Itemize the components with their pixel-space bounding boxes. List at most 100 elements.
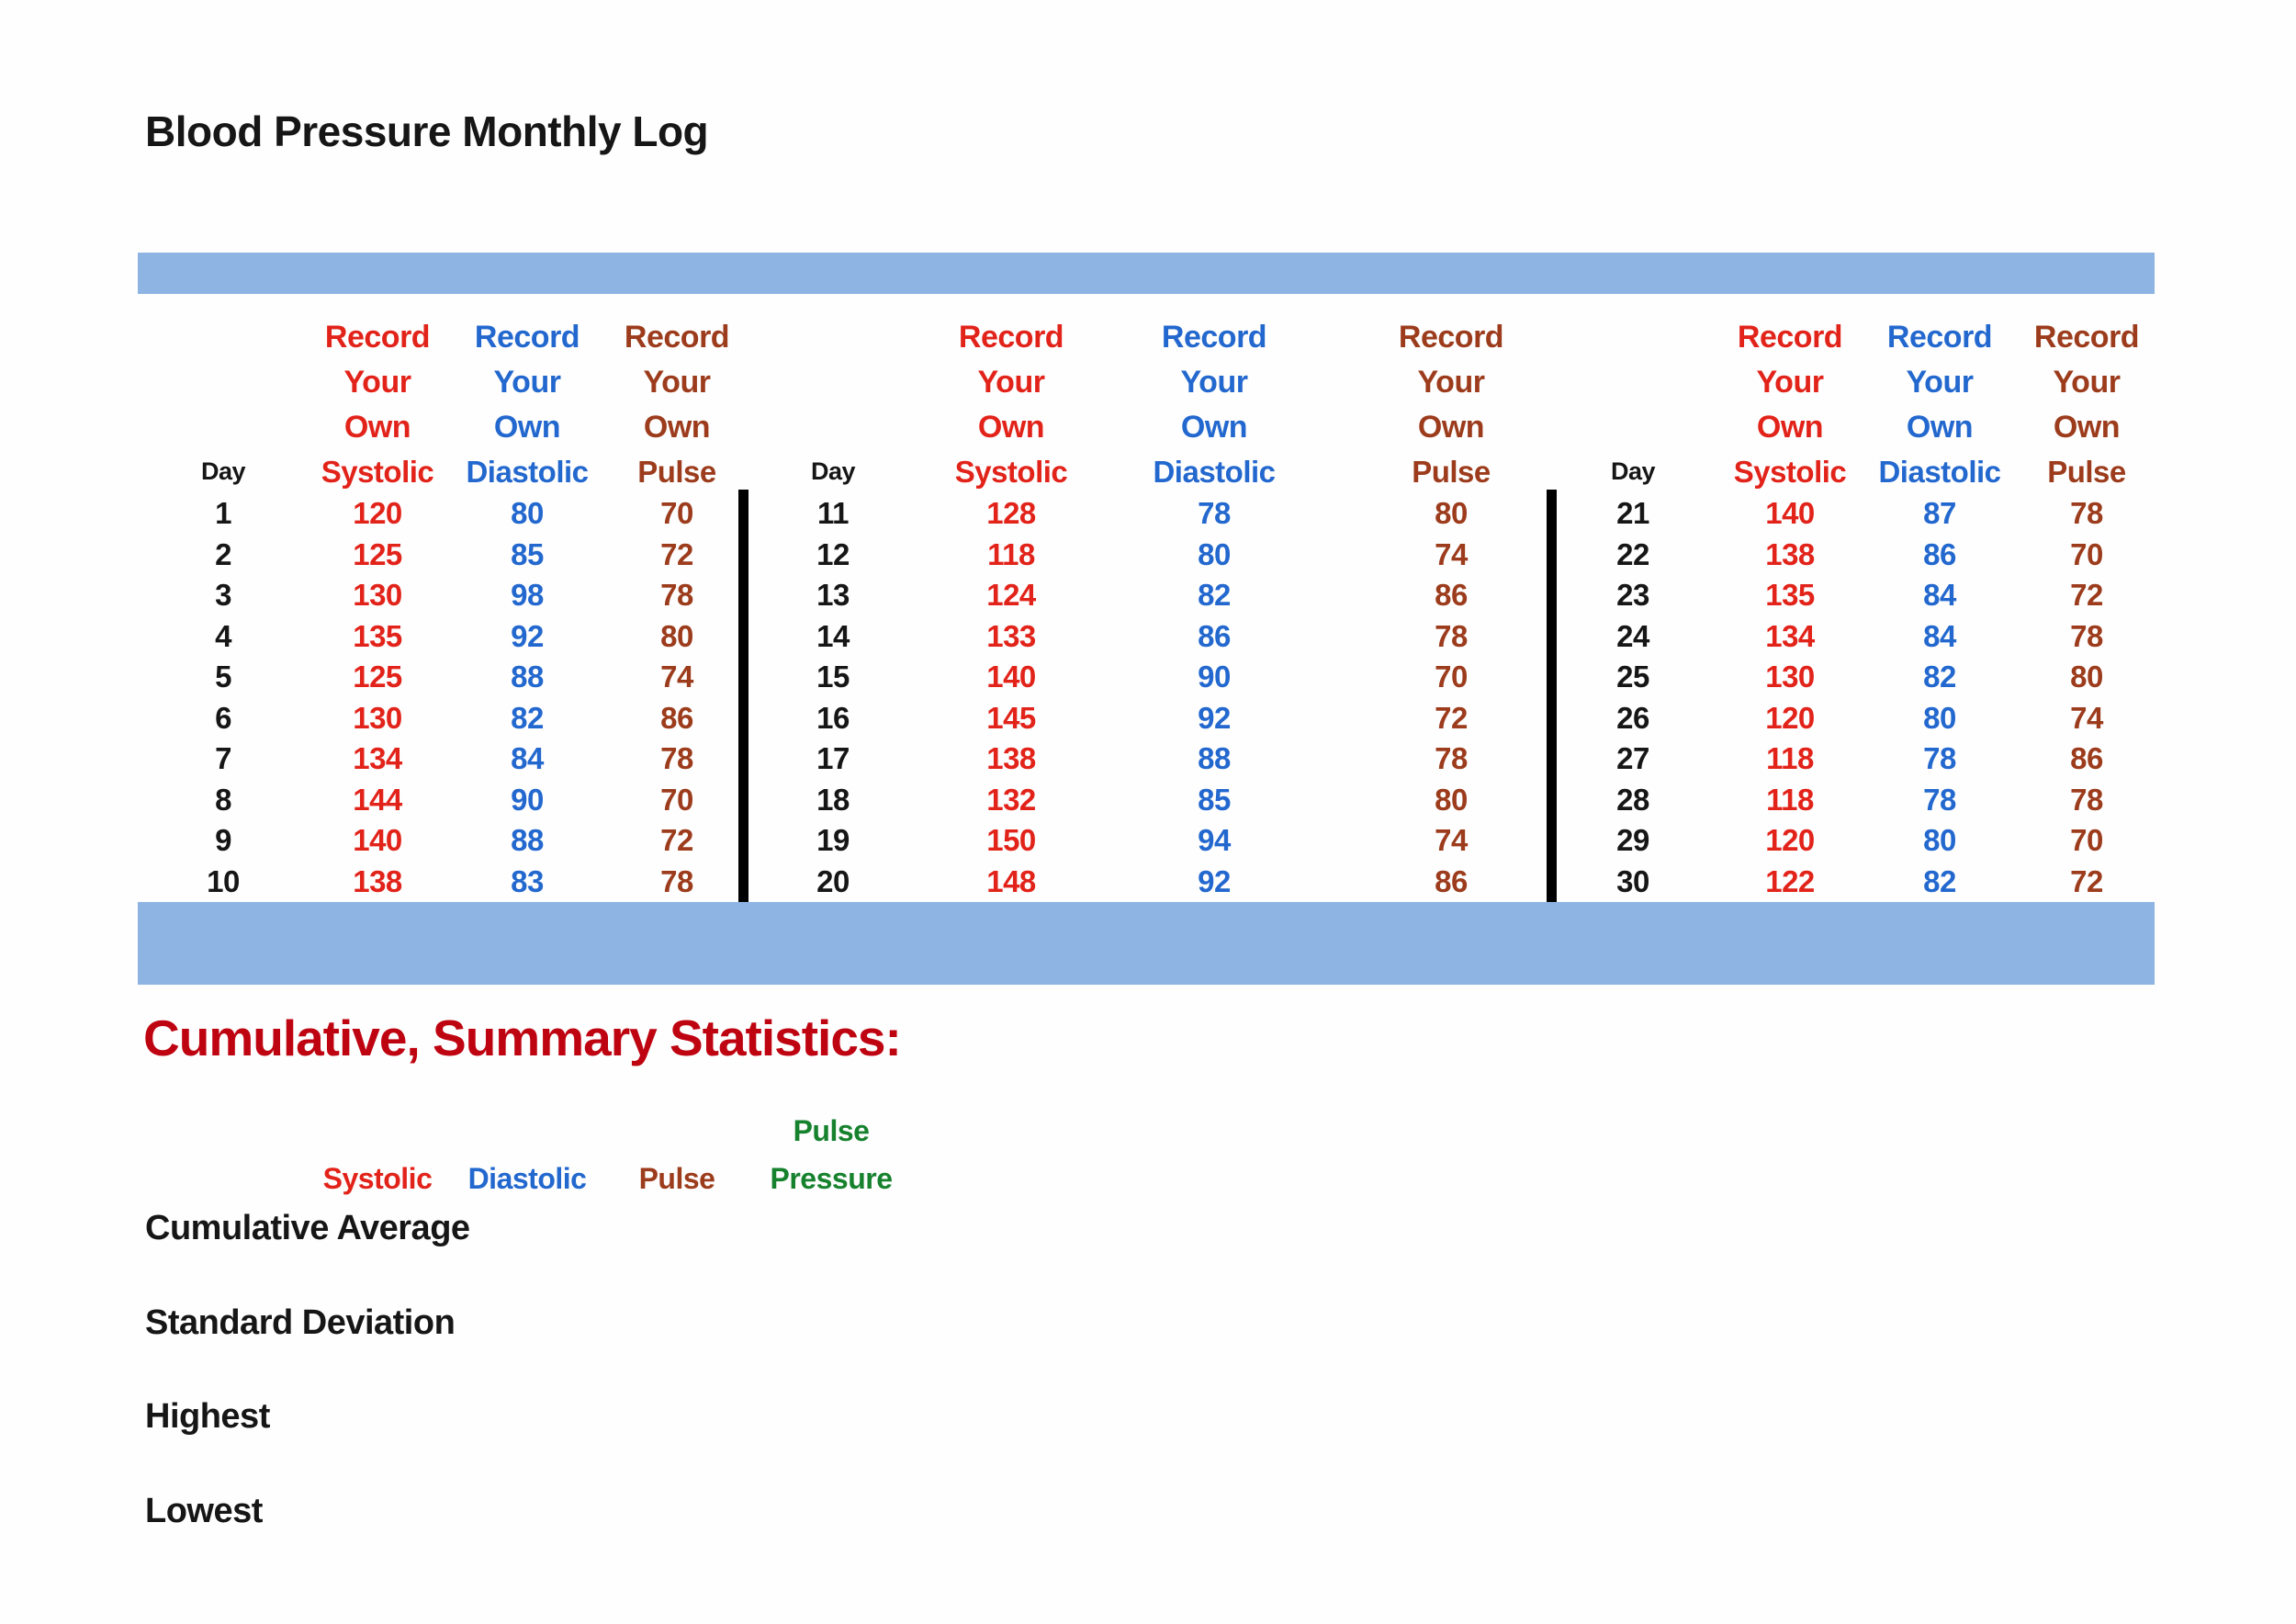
pulse-cell: 78 bbox=[2070, 782, 2103, 817]
page-title: Blood Pressure Monthly Log bbox=[145, 107, 709, 155]
record-your-own-line: Own bbox=[493, 410, 561, 445]
systolic-column-header: Systolic bbox=[954, 455, 1068, 489]
day-cell: 17 bbox=[816, 741, 850, 775]
record-your-own-line: Your bbox=[1417, 365, 1485, 400]
column-day-group2: Day 11 12 13 14 15 16 17 18 19 20 bbox=[732, 315, 934, 902]
diastolic-cell: 87 bbox=[1923, 496, 1956, 530]
day-cell: 25 bbox=[1616, 660, 1649, 694]
day-cell: 7 bbox=[215, 741, 231, 775]
diastolic-cell: 80 bbox=[1923, 823, 1956, 857]
systolic-cell: 134 bbox=[353, 741, 402, 775]
systolic-cell: 120 bbox=[1765, 700, 1815, 735]
summary-title: Cumulative, Summary Statistics: bbox=[143, 1009, 902, 1066]
pulse-cell: 80 bbox=[1435, 782, 1468, 817]
diastolic-cell: 80 bbox=[1923, 700, 1956, 735]
diastolic-cell: 86 bbox=[1198, 618, 1231, 653]
summary-col-header-pulse-pressure-line2: Pressure bbox=[770, 1162, 893, 1195]
systolic-cell: 144 bbox=[353, 782, 402, 817]
diastolic-cell: 92 bbox=[1198, 863, 1231, 898]
pulse-cell: 70 bbox=[660, 782, 693, 817]
systolic-cell: 128 bbox=[986, 496, 1036, 530]
diastolic-cell: 85 bbox=[1198, 782, 1231, 817]
pulse-cell: 72 bbox=[660, 536, 693, 571]
systolic-cell: 122 bbox=[1765, 863, 1815, 898]
pulse-cell: 72 bbox=[2070, 578, 2103, 612]
pulse-cell: 74 bbox=[2070, 700, 2103, 735]
diastolic-cell: 84 bbox=[511, 741, 544, 775]
systolic-cell: 138 bbox=[353, 863, 402, 898]
day-cell: 28 bbox=[1616, 782, 1649, 817]
diastolic-cell: 90 bbox=[1198, 660, 1231, 694]
record-your-own-line: Your bbox=[2053, 365, 2121, 400]
summary-row-lowest: Lowest bbox=[145, 1492, 263, 1530]
diastolic-cell: 90 bbox=[511, 782, 544, 817]
day-cell: 24 bbox=[1616, 618, 1649, 653]
day-cell: 27 bbox=[1616, 741, 1649, 775]
day-cell: 4 bbox=[215, 618, 231, 653]
diastolic-cell: 80 bbox=[511, 496, 544, 530]
record-your-own-line: Own bbox=[1417, 410, 1485, 445]
column-pulse-group3: Record Your Own Pulse 78 70 72 78 80 74 86 78 70 72 bbox=[1986, 315, 2188, 902]
pulse-cell: 80 bbox=[660, 618, 693, 653]
day-cell: 5 bbox=[215, 660, 231, 694]
systolic-cell: 135 bbox=[1765, 578, 1815, 612]
systolic-column-header: Systolic bbox=[321, 455, 434, 489]
column-diastolic-group1: Record Your Own Diastolic 80 85 98 92 88 82 84 90 88… bbox=[426, 315, 628, 902]
day-cell: 21 bbox=[1616, 496, 1649, 530]
systolic-cell: 133 bbox=[986, 618, 1036, 653]
systolic-cell: 125 bbox=[353, 660, 402, 694]
diastolic-cell: 84 bbox=[1923, 618, 1956, 653]
systolic-cell: 148 bbox=[986, 863, 1036, 898]
record-your-own-line: Record bbox=[324, 320, 431, 355]
day-cell: 19 bbox=[816, 823, 850, 857]
diastolic-cell: 80 bbox=[1198, 536, 1231, 571]
pulse-cell: 70 bbox=[2070, 536, 2103, 571]
systolic-cell: 118 bbox=[987, 536, 1035, 571]
group-divider-2 bbox=[1547, 490, 1557, 902]
spacer bbox=[732, 360, 934, 405]
column-systolic-group1: Record Your Own Systolic 120 125 130 135 125 130 1… bbox=[276, 315, 478, 902]
record-your-own-line: Own bbox=[977, 410, 1045, 445]
day-cell: 14 bbox=[816, 618, 850, 653]
diastolic-cell: 98 bbox=[511, 578, 544, 612]
day-cell: 11 bbox=[817, 496, 849, 530]
diastolic-cell: 94 bbox=[1198, 823, 1231, 857]
day-cell: 16 bbox=[816, 700, 850, 735]
diastolic-cell: 78 bbox=[1198, 496, 1231, 530]
day-cell: 30 bbox=[1616, 863, 1649, 898]
spacer bbox=[732, 405, 934, 450]
diastolic-cell: 78 bbox=[1923, 741, 1956, 775]
day-cell: 15 bbox=[816, 660, 850, 694]
pulse-column-header: Pulse bbox=[2047, 455, 2126, 489]
systolic-cell: 130 bbox=[353, 578, 402, 612]
day-cell: 18 bbox=[816, 782, 850, 817]
summary-row-cumulative-average: Cumulative Average bbox=[145, 1209, 470, 1247]
pulse-cell: 70 bbox=[2070, 823, 2103, 857]
diastolic-cell: 82 bbox=[1923, 863, 1956, 898]
diastolic-cell: 92 bbox=[1198, 700, 1231, 735]
day-cell: 6 bbox=[215, 700, 231, 735]
systolic-cell: 124 bbox=[986, 578, 1036, 612]
column-pulse-group2: Record Your Own Pulse 80 74 86 78 70 72 78 80 74 86 bbox=[1350, 315, 1552, 902]
summary-col-header-diastolic: Diastolic bbox=[467, 1162, 587, 1195]
day-cell: 13 bbox=[816, 578, 850, 612]
day-column-header: Day bbox=[200, 457, 246, 485]
day-column-header: Day bbox=[810, 457, 856, 485]
record-your-own-line: Record bbox=[474, 320, 580, 355]
day-cell: 26 bbox=[1616, 700, 1649, 735]
day-cell: 2 bbox=[215, 536, 231, 571]
column-systolic-group3: Record Your Own Systolic 140 138 135 134 130 120 1… bbox=[1689, 315, 1891, 902]
table-bottom-banner bbox=[138, 902, 2155, 985]
systolic-column-header: Systolic bbox=[1733, 455, 1847, 489]
diastolic-cell: 82 bbox=[511, 700, 544, 735]
diastolic-cell: 83 bbox=[511, 863, 544, 898]
diastolic-cell: 86 bbox=[1923, 536, 1956, 571]
systolic-cell: 132 bbox=[986, 782, 1036, 817]
diastolic-cell: 84 bbox=[1923, 578, 1956, 612]
group-divider-1 bbox=[738, 490, 748, 902]
record-your-own-line: Your bbox=[1756, 365, 1824, 400]
diastolic-column-header: Diastolic bbox=[466, 455, 589, 489]
column-pulse-group1: Record Your Own Pulse 70 72 78 80 74 86 78 70 72 78 bbox=[576, 315, 778, 902]
diastolic-cell: 78 bbox=[1923, 782, 1956, 817]
record-your-own-line: Record bbox=[1161, 320, 1267, 355]
